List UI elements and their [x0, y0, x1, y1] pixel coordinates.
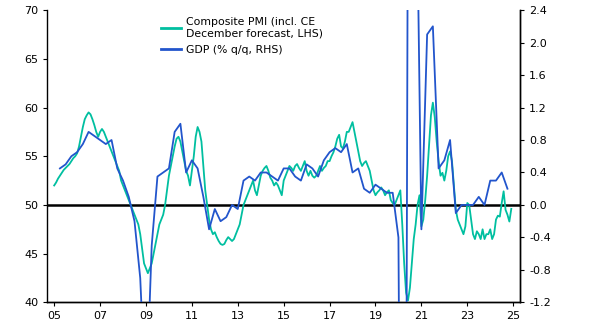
Legend: Composite PMI (incl. CE
December forecast, LHS), GDP (% q/q, RHS): Composite PMI (incl. CE December forecas…: [157, 12, 327, 59]
